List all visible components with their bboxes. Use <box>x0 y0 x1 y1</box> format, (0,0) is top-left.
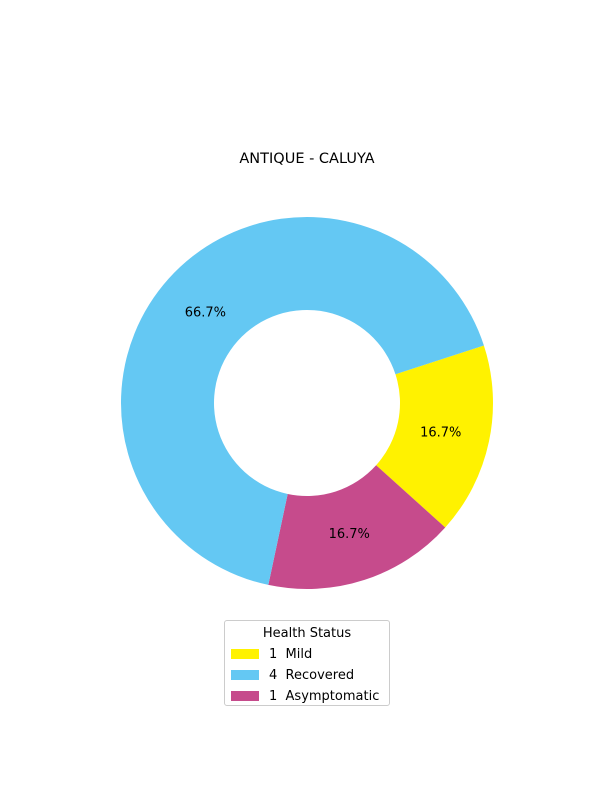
percent-label-mild: 16.7% <box>420 425 461 440</box>
legend-swatch-asymptomatic <box>231 690 259 701</box>
slice-recovered <box>120 216 484 585</box>
slice-percent-labels: 16.7% 16.7% 66.7% <box>185 306 462 542</box>
donut-slices <box>120 216 493 589</box>
legend: Health Status 1 Mild 4 Recovered 1 Asympto… <box>224 620 390 706</box>
slice-asymptomatic <box>268 465 446 589</box>
legend-label-recovered: 4 Recovered <box>269 668 355 683</box>
percent-label-recovered: 66.7% <box>185 306 226 321</box>
legend-swatch-recovered <box>231 669 259 680</box>
legend-swatch-mild <box>231 648 259 659</box>
legend-label-mild: 1 Mild <box>269 647 313 662</box>
chart-title: ANTIQUE - CALUYA <box>239 151 374 167</box>
percent-label-asymptomatic: 16.7% <box>329 527 370 542</box>
legend-label-asymptomatic: 1 Asymptomatic <box>269 689 380 704</box>
legend-entry-asymptomatic: 1 Asymptomatic <box>231 689 379 705</box>
legend-title: Health Status <box>262 626 352 641</box>
slice-mild <box>376 345 493 528</box>
legend-entry-mild: 1 Mild <box>231 647 312 663</box>
legend-entry-recovered: 4 Recovered <box>231 668 354 684</box>
